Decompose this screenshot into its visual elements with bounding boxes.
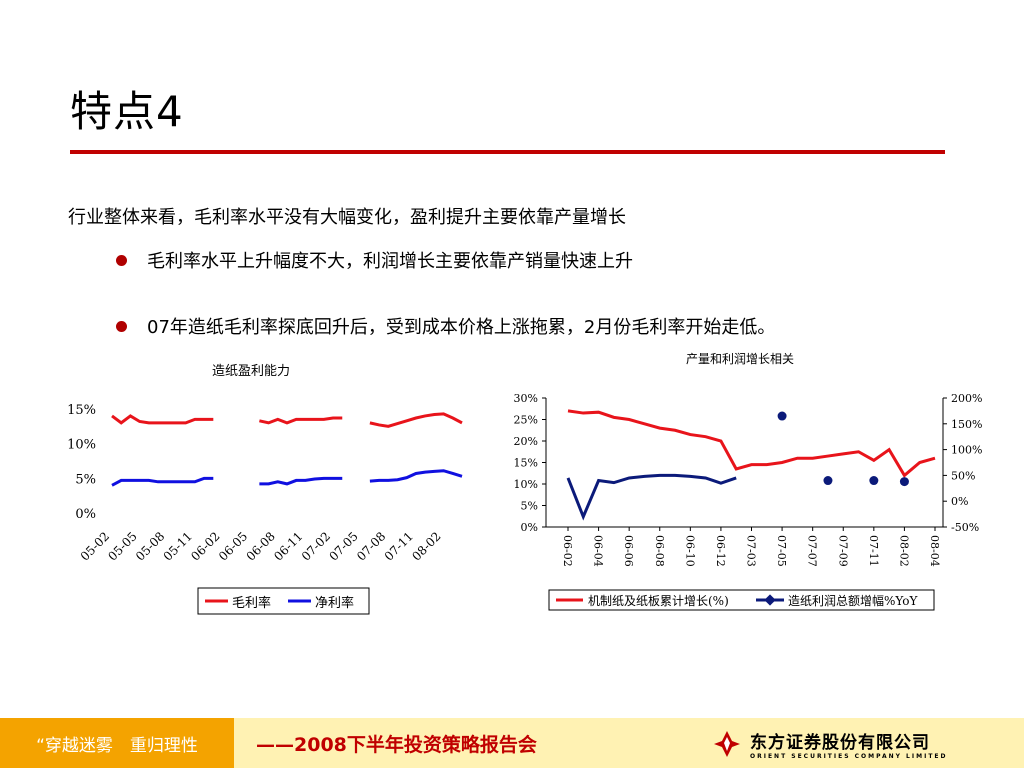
- chart2-y-left-tick: 15%: [514, 457, 538, 470]
- chart2-x-tick: 06-10: [683, 535, 696, 567]
- logo-name-cn: 东方证券股份有限公司: [750, 733, 930, 753]
- chart1-series-gross-margin: [111, 414, 214, 425]
- bullet-dot: [116, 320, 127, 332]
- chart2-y-right-tick: -50%: [951, 521, 979, 534]
- chart1-title: 造纸盈利能力: [212, 364, 291, 379]
- chart2-x-tick: 08-04: [928, 535, 941, 567]
- chart2-y-right-tick: 100%: [951, 444, 982, 457]
- logo-icon: [714, 731, 740, 757]
- intro-text: 行业整体来看，毛利率水平没有大幅变化，盈利提升主要依靠产量增长: [68, 207, 626, 228]
- chart2-y-left-tick: 20%: [514, 435, 538, 448]
- chart2-x-tick: 06-06: [622, 535, 635, 567]
- bullet-text-2: 07年造纸毛利率探底回升后，受到成本价格上涨拖累，2月份毛利率开始走低。: [147, 317, 776, 338]
- chart2-series-profit-growth: [566, 473, 737, 521]
- chart2-y-left-tick: 5%: [521, 500, 538, 513]
- chart1-y-tick: 10%: [67, 438, 96, 453]
- chart1-y-tick: 0%: [75, 507, 96, 522]
- chart2-y-right-tick: 0%: [951, 495, 968, 508]
- chart2-x-tick: 06-12: [714, 535, 727, 567]
- chart2-y-right-tick: 150%: [951, 418, 982, 431]
- bullet-item-2: 07年造纸毛利率探底回升后，受到成本价格上涨拖累，2月份毛利率开始走低。: [116, 313, 775, 339]
- chart2-legend-box: [548, 589, 935, 611]
- chart2-x-tick: 06-04: [592, 535, 605, 567]
- footer-event-title: ——2008下半年投资策略报告会: [256, 733, 537, 756]
- output-profit-chart: 0% 5% 10% 15% 20% 25% 30% -50% 0% 50% 100% 150% 200%…: [514, 392, 982, 611]
- chart2-profit-point: [899, 477, 909, 487]
- logo-name-en: ORIENT SECURITIES COMPANY LIMITED: [750, 753, 948, 760]
- chart2-x-tick: 07-07: [806, 535, 819, 567]
- chart1-series-net-margin: [259, 476, 343, 486]
- chart1-series-gross-margin: [259, 416, 343, 425]
- chart2-x-tick: 06-02: [561, 535, 574, 567]
- chart1-series-net-margin: [111, 476, 214, 487]
- chart2-profit-point: [823, 476, 833, 486]
- chart2-x-tick: 07-09: [836, 535, 849, 567]
- chart2-x-tick: 07-11: [867, 535, 880, 567]
- chart2-series-output-growth: [567, 409, 936, 478]
- bullet-item-1: 毛利率水平上升幅度不大，利润增长主要依靠产销量快速上升: [116, 247, 633, 273]
- chart1-series-gross-margin: [369, 412, 463, 428]
- chart1-y-tick: 15%: [67, 403, 96, 418]
- bullet-dot: [116, 254, 127, 266]
- chart2-x-tick: 07-05: [775, 535, 788, 567]
- bullet-text-1: 毛利率水平上升幅度不大，利润增长主要依靠产销量快速上升: [147, 251, 633, 272]
- page-title: 特点4: [70, 87, 184, 136]
- chart2-legend-label-output: 机制纸及纸板累计增长(%): [588, 594, 729, 608]
- chart2-y-left-tick: 10%: [514, 478, 538, 491]
- title-divider: [70, 150, 945, 154]
- chart1-legend-label-net: 净利率: [315, 595, 354, 611]
- chart2-x-tick: 06-08: [653, 535, 666, 567]
- chart2-profit-point: [869, 476, 879, 486]
- chart1-series-net-margin: [369, 469, 463, 483]
- chart2-legend-marker-profit: [764, 594, 776, 606]
- chart2-y-right-tick: 50%: [951, 469, 975, 482]
- footer-bar: “穿越迷雾 重归理性 ——2008下半年投资策略报告会 东方证券股份有限公司 O…: [0, 718, 1024, 768]
- chart2-y-left-tick: 30%: [514, 392, 538, 405]
- chart2-x-tick: 08-02: [897, 535, 910, 567]
- chart2-title: 产量和利润增长相关: [686, 352, 795, 366]
- company-logo: 东方证券股份有限公司 ORIENT SECURITIES COMPANY LIM…: [712, 724, 948, 764]
- chart2-y-left-tick: 0%: [521, 521, 538, 534]
- chart1-legend-label-gross: 毛利率: [232, 595, 271, 611]
- chart2-legend-label-profit: 造纸利润总额增幅%YoY: [788, 593, 919, 608]
- footer-slogan: “穿越迷雾 重归理性: [0, 718, 234, 768]
- profitability-chart: 0%5%10%15%05-0205-0505-0805-1106-0206-05…: [67, 403, 463, 615]
- chart1-y-tick: 5%: [75, 472, 96, 487]
- chart2-x-tick: 07-03: [745, 535, 758, 567]
- chart2-profit-point: [777, 411, 787, 421]
- chart2-y-left-tick: 25%: [514, 414, 538, 427]
- chart2-y-right-tick: 200%: [951, 392, 982, 405]
